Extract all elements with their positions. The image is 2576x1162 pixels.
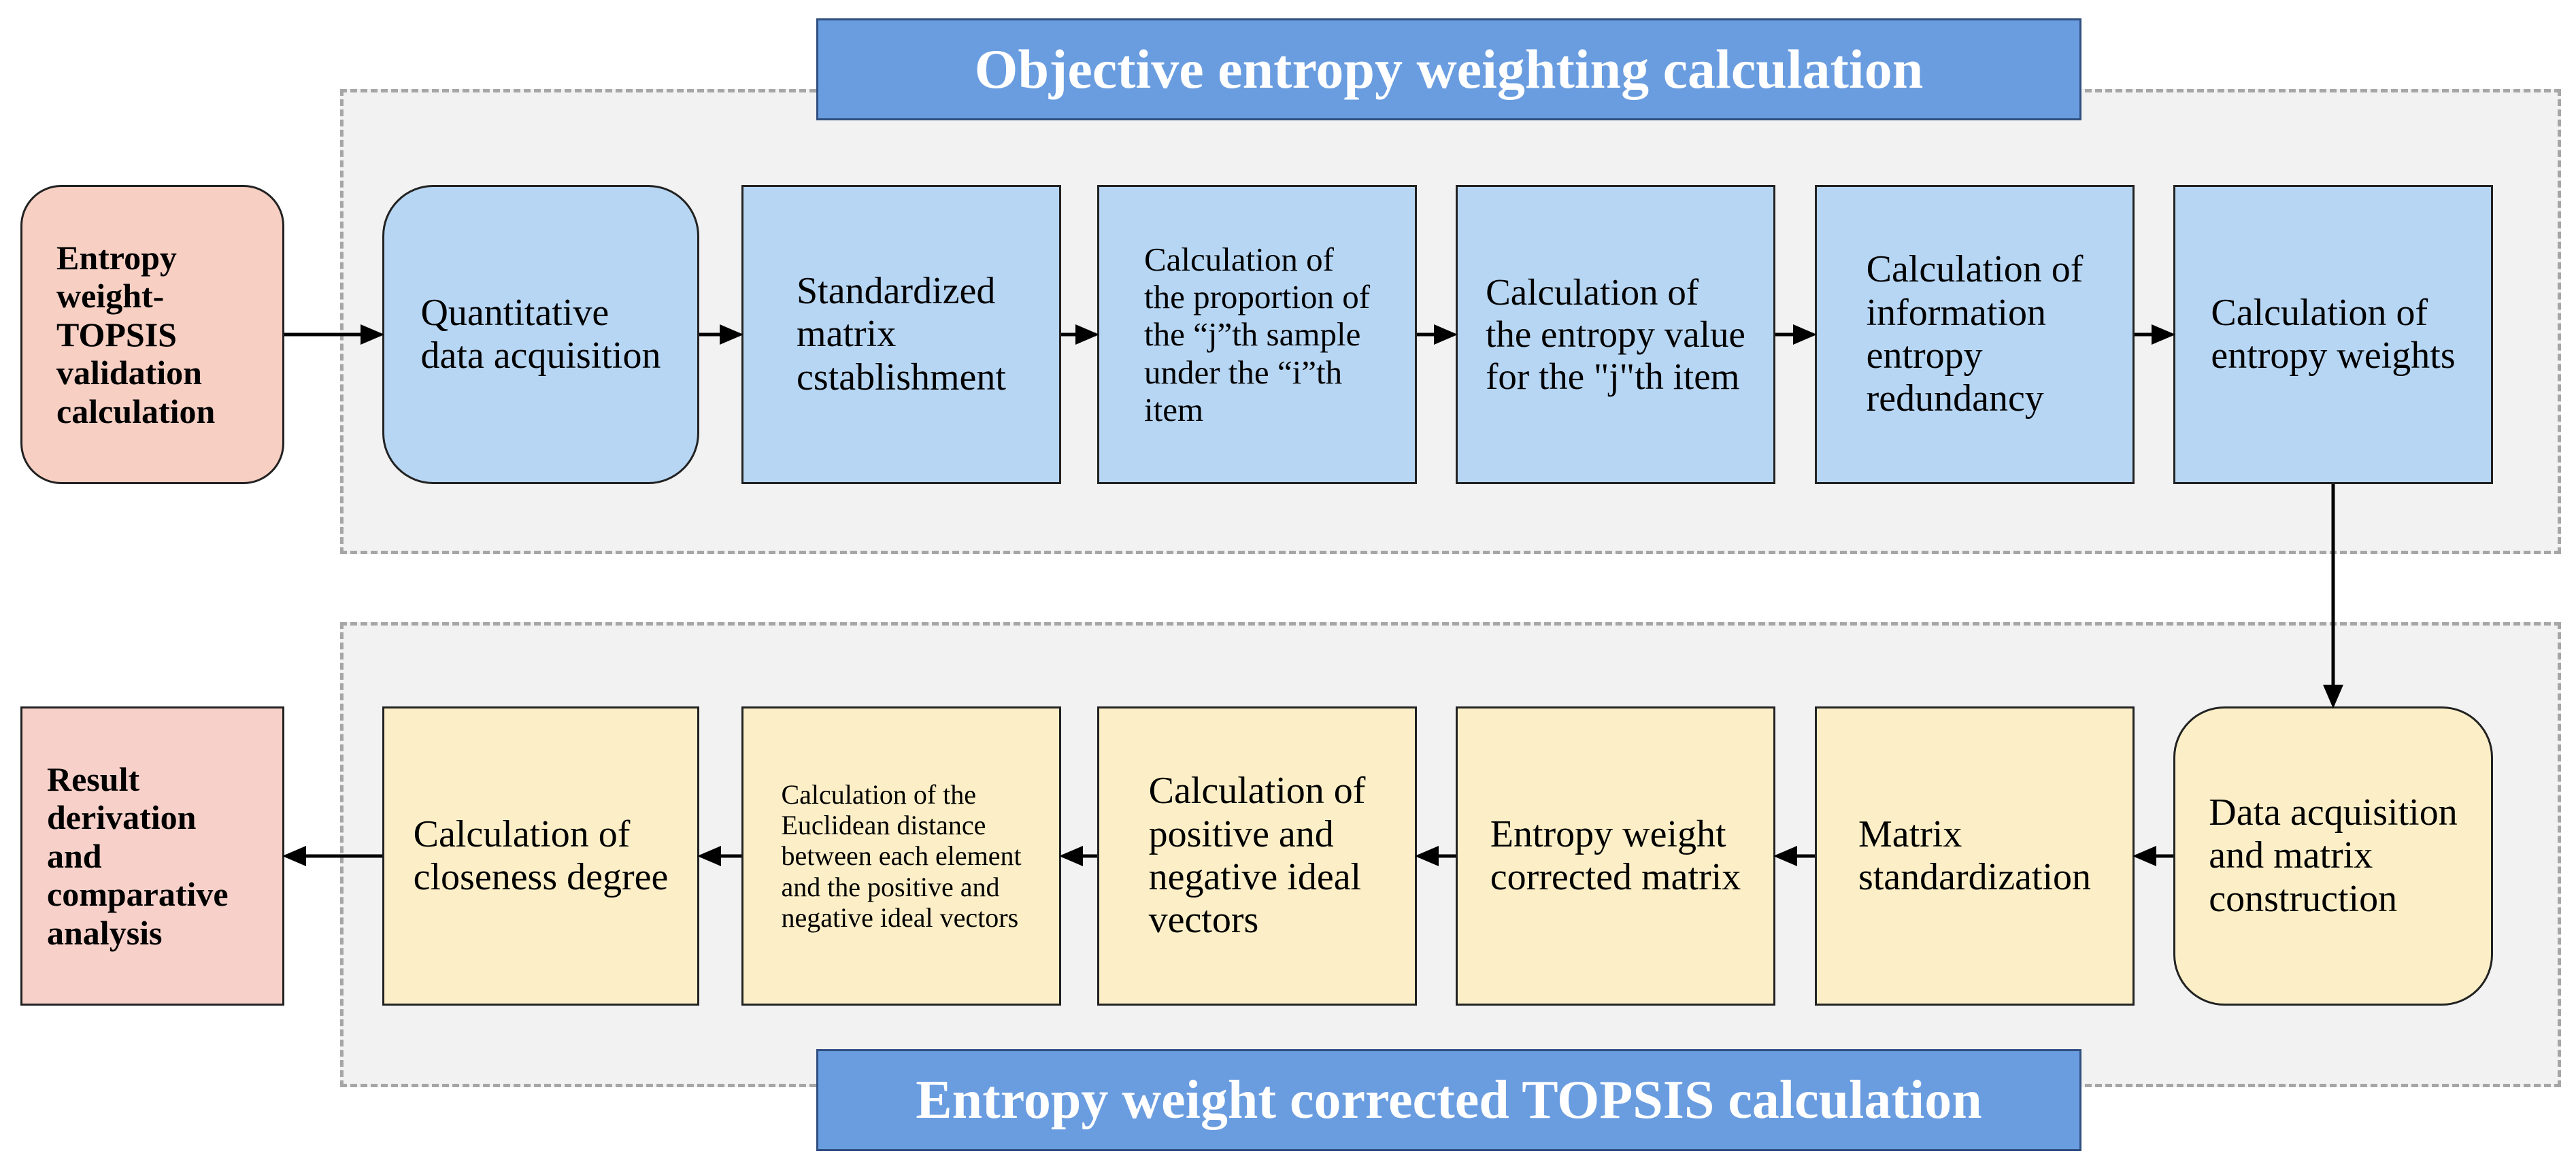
start-node: Entropy weight- TOPSIS validation calcul… (20, 185, 284, 484)
start-node-label: Entropy weight- TOPSIS validation calcul… (56, 238, 216, 430)
step-label: Calculation of closeness degree (413, 813, 669, 898)
step-label: Data acquisition and matrix construction (2209, 791, 2458, 920)
step-label: Calculation of the proportion of the “j”… (1143, 240, 1371, 429)
step-label: Quantitative data acquisition (420, 291, 661, 377)
step-label: Matrix standardization (1858, 813, 2092, 898)
step-proportion-calculation: Calculation of the proportion of the “j”… (1097, 185, 1417, 484)
step-entropy-value: Calculation of the entropy value for the… (1456, 185, 1775, 484)
step-label: Entropy weight corrected matrix (1490, 813, 1741, 898)
end-node-label: Result derivation and comparative analys… (47, 759, 229, 952)
step-data-acquisition-matrix: Data acquisition and matrix construction (2173, 706, 2493, 1006)
entropy-weighting-title: Objective entropy weighting calculation (816, 18, 2081, 120)
step-euclidean-distance: Calculation of the Euclidean distance be… (741, 706, 1061, 1006)
step-closeness-degree: Calculation of closeness degree (382, 706, 699, 1006)
step-label: Calculation of entropy weights (2211, 291, 2456, 377)
step-entropy-weights: Calculation of entropy weights (2173, 185, 2493, 484)
step-label: Calculation of information entropy redun… (1866, 248, 2084, 420)
step-label: Calculation of the entropy value for the… (1486, 271, 1745, 398)
topsis-title: Entropy weight corrected TOPSIS calculat… (816, 1049, 2081, 1151)
step-label: Calculation of the Euclidean distance be… (781, 779, 1022, 933)
step-label: Standardized matrix cstablishment (797, 270, 1006, 398)
step-label: Calculation of positive and negative ide… (1148, 770, 1366, 942)
step-weight-corrected-matrix: Entropy weight corrected matrix (1456, 706, 1775, 1006)
end-node: Result derivation and comparative analys… (20, 706, 284, 1006)
step-entropy-redundancy: Calculation of information entropy redun… (1815, 185, 2135, 484)
step-matrix-standardization: Matrix standardization (1815, 706, 2135, 1006)
step-ideal-vectors: Calculation of positive and negative ide… (1097, 706, 1417, 1006)
